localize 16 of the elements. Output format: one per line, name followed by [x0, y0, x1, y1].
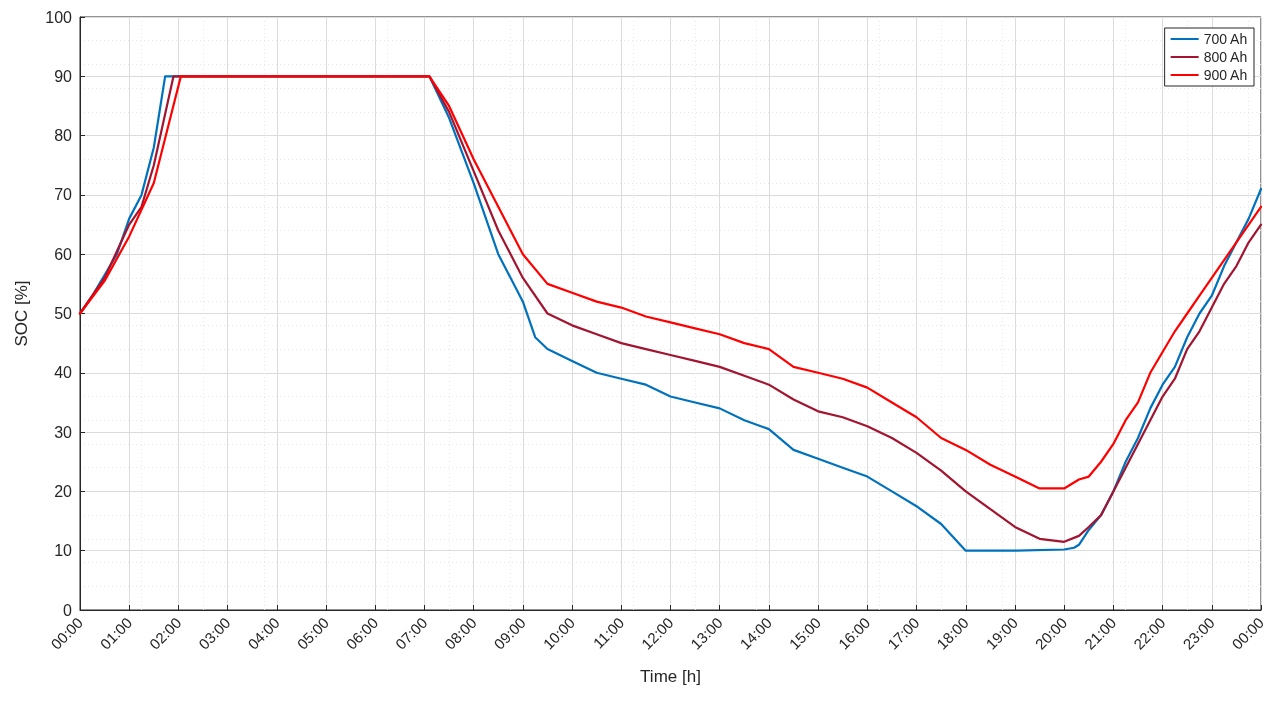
x-axis-title: Time [h] — [640, 667, 701, 686]
y-tick-label: 100 — [45, 8, 73, 26]
y-tick-label: 50 — [54, 305, 73, 322]
y-tick-label: 0 — [63, 601, 73, 619]
y-tick-label: 30 — [54, 423, 73, 441]
y-tick-label: 20 — [54, 482, 73, 500]
y-tick-label: 80 — [54, 127, 73, 145]
y-axis-title: SOC [%] — [12, 280, 31, 347]
legend-label: 900 Ah — [1203, 67, 1248, 83]
legend-label: 700 Ah — [1203, 31, 1248, 47]
legend-label: 800 Ah — [1203, 49, 1248, 65]
y-tick-label: 90 — [54, 67, 73, 85]
y-tick-label: 10 — [54, 542, 73, 560]
y-tick-label: 60 — [54, 245, 73, 263]
y-tick-label: 40 — [54, 364, 73, 382]
y-tick-label: 70 — [54, 186, 73, 204]
